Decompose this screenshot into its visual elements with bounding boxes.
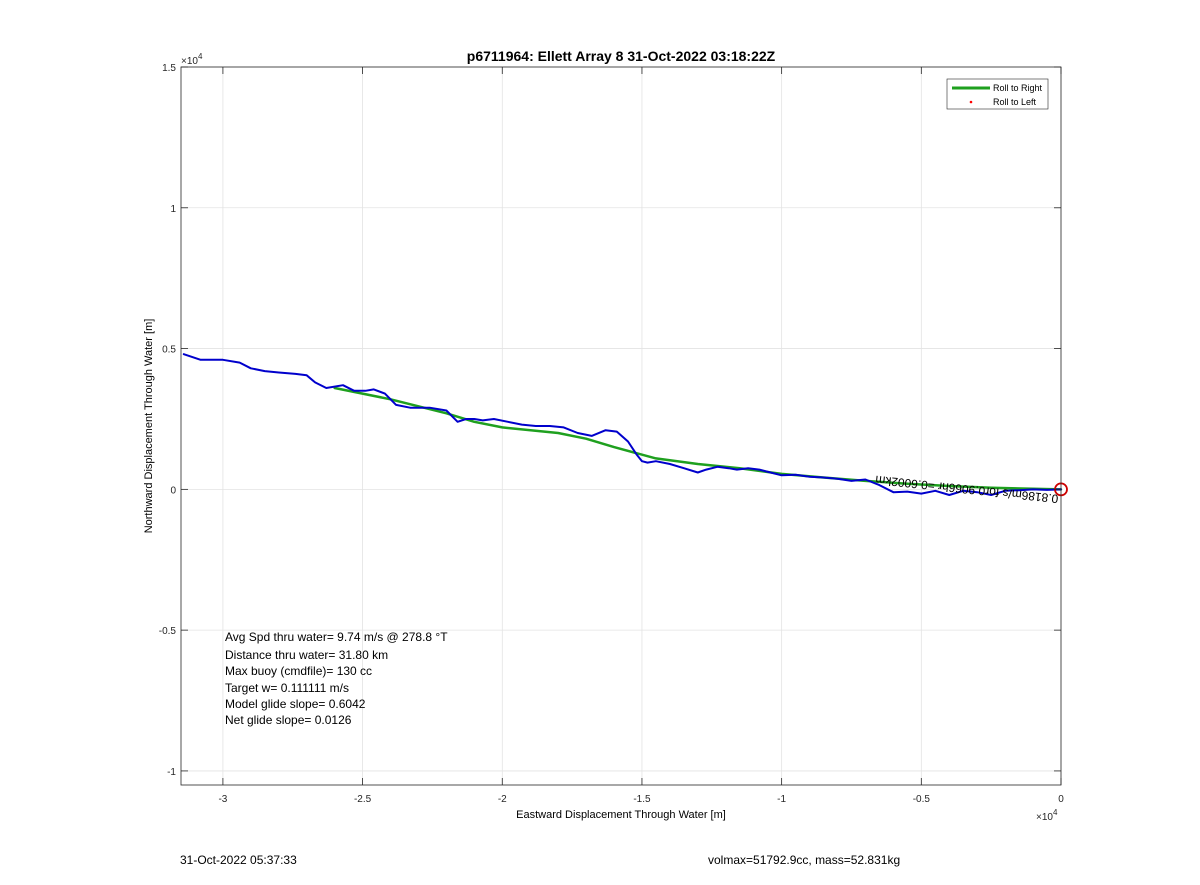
x-tick-label: -0.5 [913, 794, 931, 805]
y-exponent-label: ×104 [181, 52, 203, 67]
svg-text:×104: ×104 [1036, 808, 1058, 823]
x-tick-label: 0 [1058, 794, 1064, 805]
legend: Roll to Right Roll to Left [946, 78, 1049, 110]
x-tick-label: -2.5 [354, 794, 372, 805]
series-roll-right [333, 386, 1063, 491]
legend-box [946, 78, 1049, 110]
footer-summary: volmax=51792.9cc, mass=52.831kg [708, 853, 901, 867]
x-axis-label: Eastward Displacement Through Water [m] [516, 809, 726, 821]
stat-model-glide: Model glide slope= 0.6042 [225, 697, 366, 711]
y-tick-label: 0.5 [162, 345, 176, 356]
y-axis-label: Northward Displacement Through Water [m] [143, 319, 155, 534]
stat-max-buoy: Max buoy (cmdfile)= 130 cc [225, 664, 372, 678]
y-tick-label: 1 [170, 204, 176, 215]
x-exponent-label: ×104 [1036, 808, 1058, 823]
stat-avg-speed: Avg Spd thru water= 9.74 m/s @ 278.8 °T [225, 630, 448, 644]
legend-label-roll-right: Roll to Right [993, 83, 1043, 93]
x-tick-label: -1.5 [633, 794, 651, 805]
chart-title: p6711964: Ellett Array 8 31-Oct-2022 03:… [467, 48, 776, 64]
y-tick-label: -0.5 [159, 626, 177, 637]
y-tick-label: 0 [170, 485, 176, 496]
y-tick-label: -1 [167, 767, 176, 778]
stats-block: Avg Spd thru water= 9.74 m/s @ 278.8 °T … [225, 630, 448, 727]
x-tick-label: -1 [777, 794, 786, 805]
stat-distance: Distance thru water= 31.80 km [225, 648, 388, 662]
legend-swatch-roll-left [969, 100, 973, 104]
grid [181, 66, 1062, 785]
x-tick-label: -2 [498, 794, 507, 805]
x-tick-label: -3 [218, 794, 227, 805]
stat-net-glide: Net glide slope= 0.0126 [225, 713, 352, 727]
ticks: -3 -2.5 -2 -1.5 -1 -0.5 0 -1 -0.5 0 0.5 1 1.5 [159, 63, 1064, 805]
legend-label-roll-left: Roll to Left [993, 97, 1037, 107]
footer-timestamp: 31-Oct-2022 05:37:33 [180, 853, 297, 867]
y-tick-label: 1.5 [162, 63, 176, 74]
axes-box [180, 66, 1062, 786]
svg-text:×104: ×104 [181, 52, 203, 67]
series-trajectory [182, 353, 1062, 496]
stat-target-w: Target w= 0.111111 m/s [225, 681, 349, 695]
